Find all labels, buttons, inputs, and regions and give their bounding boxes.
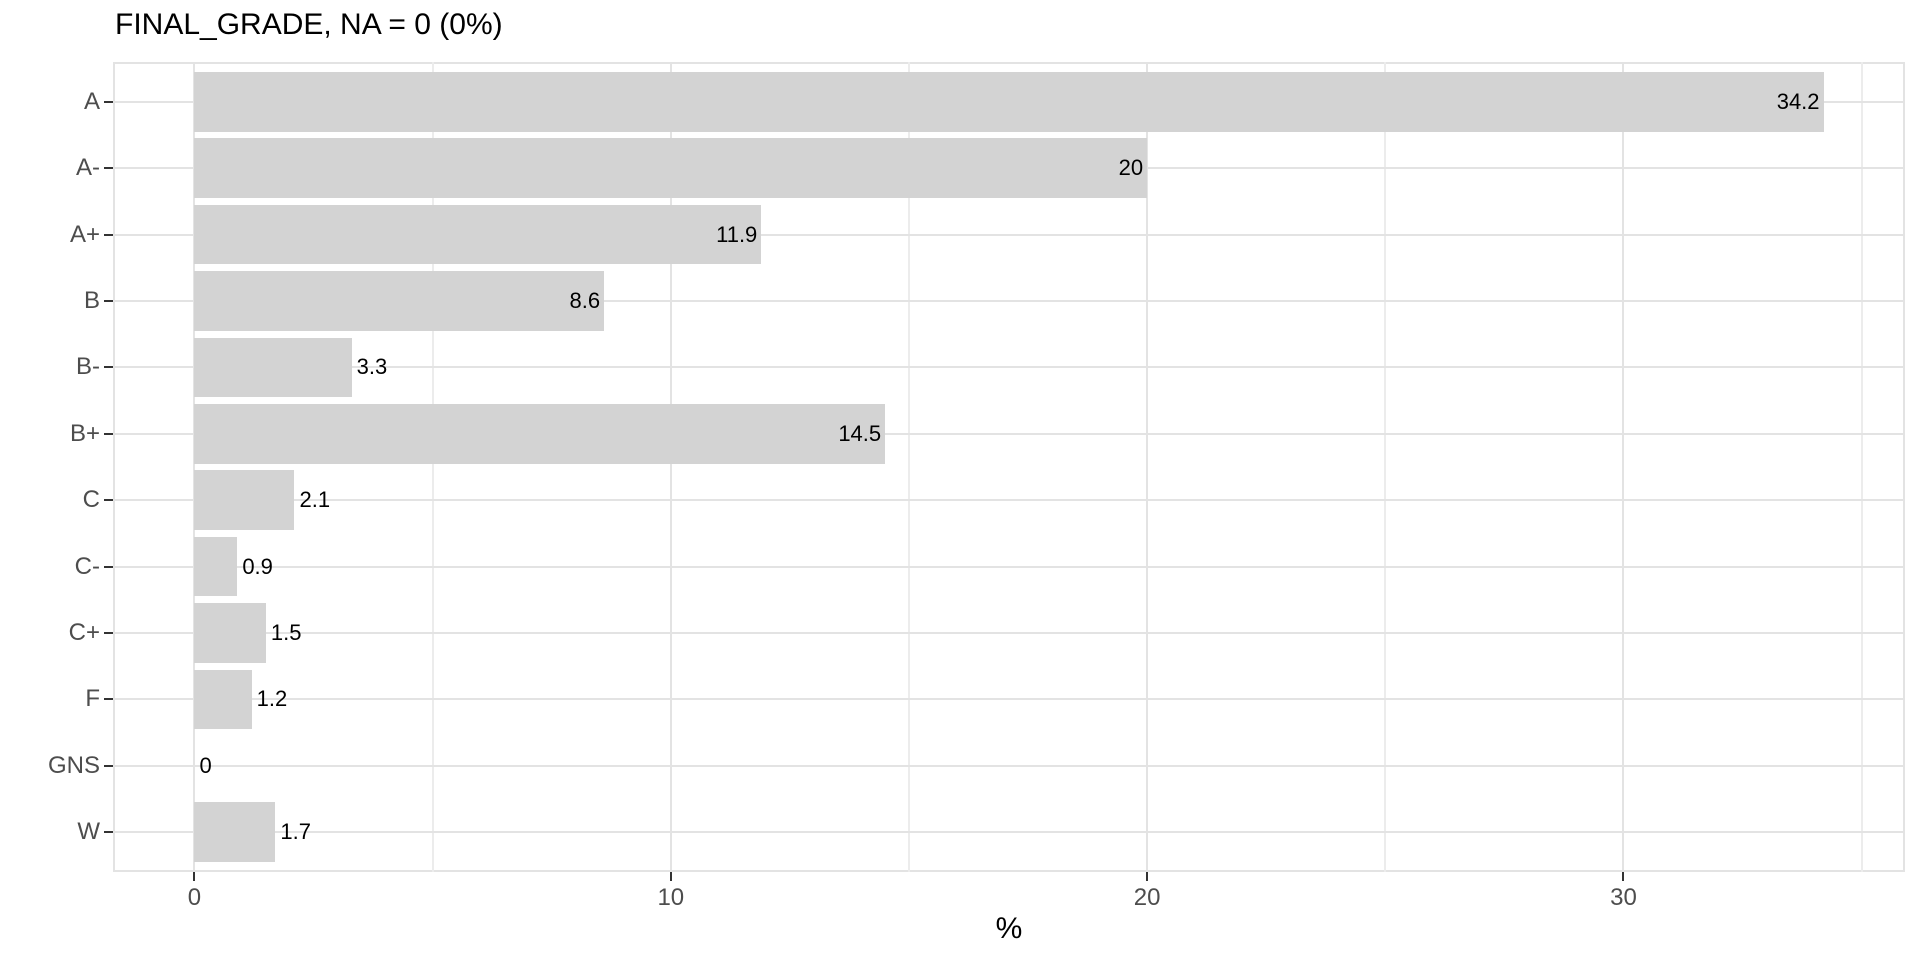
x-tick-label: 30	[1610, 884, 1637, 911]
y-axis-tick-mark	[104, 764, 113, 767]
bar	[194, 71, 1824, 132]
bar	[194, 802, 276, 863]
bar	[194, 138, 1148, 199]
gridline-major-horizontal	[113, 565, 1905, 568]
gridline-major-vertical	[1146, 62, 1149, 872]
y-tick-label: B+	[69, 419, 100, 447]
bar	[194, 337, 352, 398]
plot-panel: 34.2 20 11.9 8.6 3.3 14.5 2.1 0.9 1.5 1.2 0 1.7	[113, 62, 1905, 872]
y-axis-tick-mark	[104, 831, 113, 834]
gridline-minor-vertical	[907, 62, 910, 872]
y-tick-label: C-	[74, 552, 100, 580]
gridline-major-vertical	[669, 62, 672, 872]
bar	[194, 470, 295, 531]
y-axis-tick-mark	[104, 233, 113, 236]
y-tick-label: C	[82, 486, 100, 514]
gridline-minor-vertical	[431, 62, 434, 872]
x-axis-tick-mark	[193, 872, 196, 881]
y-tick-label: W	[77, 818, 100, 846]
y-tick-label: F	[85, 685, 100, 713]
y-tick-label: GNS	[47, 751, 100, 779]
bar-value-label: 8.6	[569, 288, 601, 314]
bar-value-label: 3.3	[356, 354, 388, 380]
gridline-major-horizontal	[113, 499, 1905, 502]
gridline-major-horizontal	[113, 831, 1905, 834]
gridline-major-horizontal	[113, 432, 1905, 435]
y-tick-label: B	[83, 287, 100, 315]
chart-title: FINAL_GRADE, NA = 0 (0%)	[115, 8, 503, 41]
x-axis-title: %	[995, 912, 1023, 945]
y-axis-tick-mark	[104, 300, 113, 303]
y-axis-tick-mark	[104, 167, 113, 170]
bar	[194, 669, 252, 730]
bar	[194, 403, 886, 464]
bar	[194, 271, 605, 331]
y-axis-tick-mark	[104, 565, 113, 568]
x-tick-label: 20	[1133, 884, 1161, 911]
bar	[194, 603, 266, 663]
bar-value-label: 0.9	[242, 553, 273, 579]
gridline-major-horizontal	[113, 764, 1905, 767]
gridline-minor-vertical	[1384, 62, 1387, 872]
bar-value-label: 1.2	[256, 686, 288, 712]
bar-value-label: 11.9	[716, 221, 758, 247]
y-tick-label: A	[83, 87, 100, 115]
bar-value-label: 1.5	[270, 619, 302, 645]
y-axis-tick-mark	[104, 631, 113, 634]
y-axis-tick-mark	[104, 100, 113, 103]
y-tick-label: A+	[69, 220, 100, 248]
gridline-major-vertical	[193, 62, 196, 872]
y-axis-tick-mark	[104, 698, 113, 701]
bar-value-label: 34.2	[1776, 88, 1820, 114]
gridline-minor-vertical	[1860, 62, 1863, 872]
y-tick-label: A-	[76, 154, 100, 182]
x-axis-tick-mark	[1146, 872, 1149, 881]
x-tick-label: 10	[657, 884, 685, 911]
y-axis-tick-mark	[104, 432, 113, 435]
gridline-major-horizontal	[113, 631, 1905, 634]
bar-value-label: 0	[199, 752, 212, 778]
bar	[194, 536, 238, 597]
y-axis-tick-mark	[104, 366, 113, 369]
gridline-major-horizontal	[113, 300, 1905, 303]
gridline-major-vertical	[1622, 62, 1625, 872]
bar	[194, 204, 762, 265]
bar-value-label: 20	[1118, 155, 1144, 181]
bar-value-label: 2.1	[299, 487, 331, 513]
x-axis-tick-mark	[669, 872, 672, 881]
gridline-major-horizontal	[113, 698, 1905, 701]
x-tick-label: 0	[187, 884, 202, 911]
gridline-major-horizontal	[113, 233, 1905, 236]
bar-value-label: 14.5	[838, 420, 882, 446]
y-tick-label: B-	[76, 353, 100, 381]
x-axis-tick-mark	[1622, 872, 1625, 881]
y-tick-label: C+	[68, 618, 100, 646]
y-axis-tick-mark	[104, 499, 113, 502]
bar-value-label: 1.7	[280, 819, 312, 845]
gridline-major-horizontal	[113, 366, 1905, 369]
